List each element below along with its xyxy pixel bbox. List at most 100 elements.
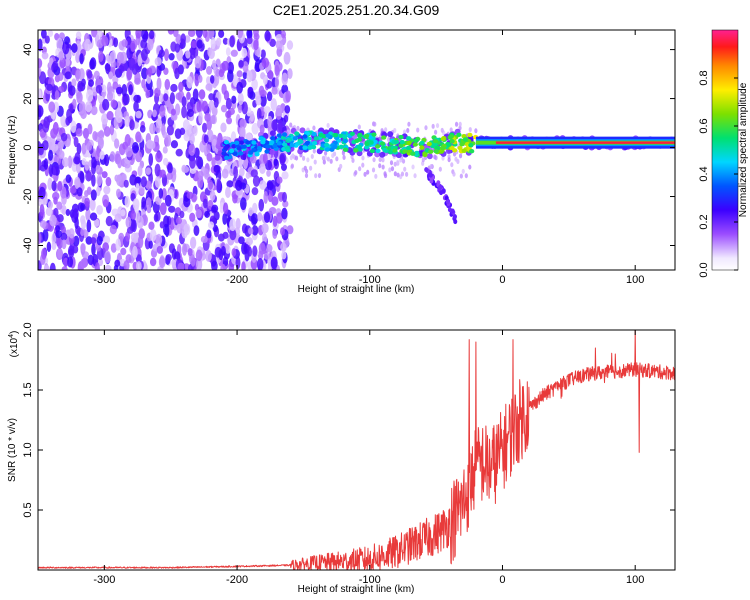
noise-blob	[189, 212, 196, 223]
noise-blob	[271, 86, 278, 95]
noise-blob	[388, 167, 392, 173]
noise-blob	[138, 184, 145, 195]
signal-blob	[313, 136, 319, 141]
noise-blob	[208, 221, 215, 229]
noise-blob	[429, 164, 433, 170]
noise-blob	[454, 156, 458, 162]
noise-blob	[399, 157, 403, 163]
signal-blob	[238, 140, 245, 145]
noise-blob	[46, 83, 54, 91]
noise-blob	[248, 227, 254, 235]
noise-blob	[213, 97, 219, 108]
noise-blob	[218, 69, 225, 78]
noise-blob	[474, 128, 478, 134]
noise-blob	[158, 256, 166, 269]
noise-blob	[266, 169, 271, 177]
noise-blob	[322, 159, 326, 165]
noise-blob	[358, 166, 362, 172]
noise-blob	[393, 171, 397, 177]
noise-blob	[222, 256, 229, 267]
noise-blob	[44, 265, 50, 270]
signal-blob	[468, 142, 474, 148]
signal-blob	[392, 148, 398, 153]
noise-blob	[189, 133, 195, 145]
noise-blob	[374, 173, 378, 179]
noise-blob	[152, 109, 157, 118]
noise-blob	[109, 124, 115, 136]
noise-blob	[124, 195, 130, 208]
noise-blob	[201, 122, 208, 133]
snr-x-tick-label: -100	[359, 574, 381, 586]
signal-blob	[364, 133, 370, 138]
noise-blob	[207, 30, 215, 39]
signal-blob	[382, 147, 388, 153]
noise-blob	[96, 235, 103, 246]
snr-multiplier: (x104)	[8, 331, 20, 358]
noise-blob	[91, 156, 97, 169]
noise-blob	[200, 235, 208, 244]
signal-blob	[349, 131, 355, 137]
noise-blob	[449, 127, 453, 133]
noise-blob	[40, 30, 47, 39]
noise-blob	[61, 157, 70, 168]
noise-blob	[180, 33, 186, 45]
noise-blob	[396, 172, 400, 178]
noise-blob	[164, 134, 172, 147]
noise-blob	[238, 236, 245, 245]
noise-blob	[287, 68, 293, 80]
noise-blob	[44, 35, 50, 44]
signal-blob	[292, 136, 298, 141]
heatmap-x-ticks: -300 -200 -100 0 100	[93, 30, 644, 286]
noise-blob	[378, 163, 382, 169]
signal-blob	[342, 138, 349, 144]
noise-blob	[136, 215, 144, 229]
noise-blob	[458, 153, 463, 159]
signal-blob	[364, 145, 370, 150]
noise-blob	[128, 84, 133, 96]
noise-blob	[326, 156, 330, 162]
heatmap-y-tick-label: -20	[22, 189, 34, 205]
noise-blob	[222, 212, 228, 225]
noise-blob	[125, 231, 131, 242]
noise-blob	[121, 84, 128, 97]
signal-blob	[381, 135, 387, 140]
signal-blob	[469, 149, 475, 154]
noise-blob	[194, 73, 200, 87]
noise-blob	[116, 174, 124, 187]
snr-x-tick-label: 100	[626, 574, 644, 586]
snr-multiplier-base: (x10	[9, 337, 20, 357]
snr-y-tick-label: 2.0	[22, 322, 34, 337]
noise-blob	[202, 198, 208, 209]
snr-x-tick-label: 0	[499, 574, 505, 586]
noise-blob	[208, 93, 215, 101]
noise-blob	[378, 157, 382, 163]
noise-blob	[73, 156, 81, 165]
noise-blob	[89, 198, 96, 211]
noise-blob	[164, 224, 170, 238]
noise-blob	[304, 173, 309, 179]
noise-blob	[51, 232, 57, 245]
signal-blob	[406, 145, 412, 150]
noise-blob	[124, 116, 131, 128]
noise-blob	[52, 60, 59, 70]
noise-blob	[342, 155, 346, 161]
noise-blob	[38, 58, 43, 69]
noise-blob	[86, 219, 92, 233]
noise-blob	[159, 202, 167, 216]
noise-blob	[220, 263, 226, 270]
noise-blob	[156, 245, 164, 254]
signal-blob	[426, 141, 432, 147]
noise-blob	[105, 215, 113, 227]
noise-blob	[104, 250, 111, 264]
noise-blob	[86, 141, 93, 151]
noise-blob	[50, 128, 58, 139]
noise-blob	[312, 148, 316, 154]
noise-blob	[145, 180, 152, 190]
noise-blob	[189, 236, 197, 249]
noise-blob	[147, 38, 154, 51]
noise-blob	[65, 174, 72, 183]
noise-blob	[140, 176, 147, 188]
noise-blob	[389, 160, 394, 166]
noise-blob	[259, 163, 266, 175]
noise-blob	[195, 209, 202, 219]
